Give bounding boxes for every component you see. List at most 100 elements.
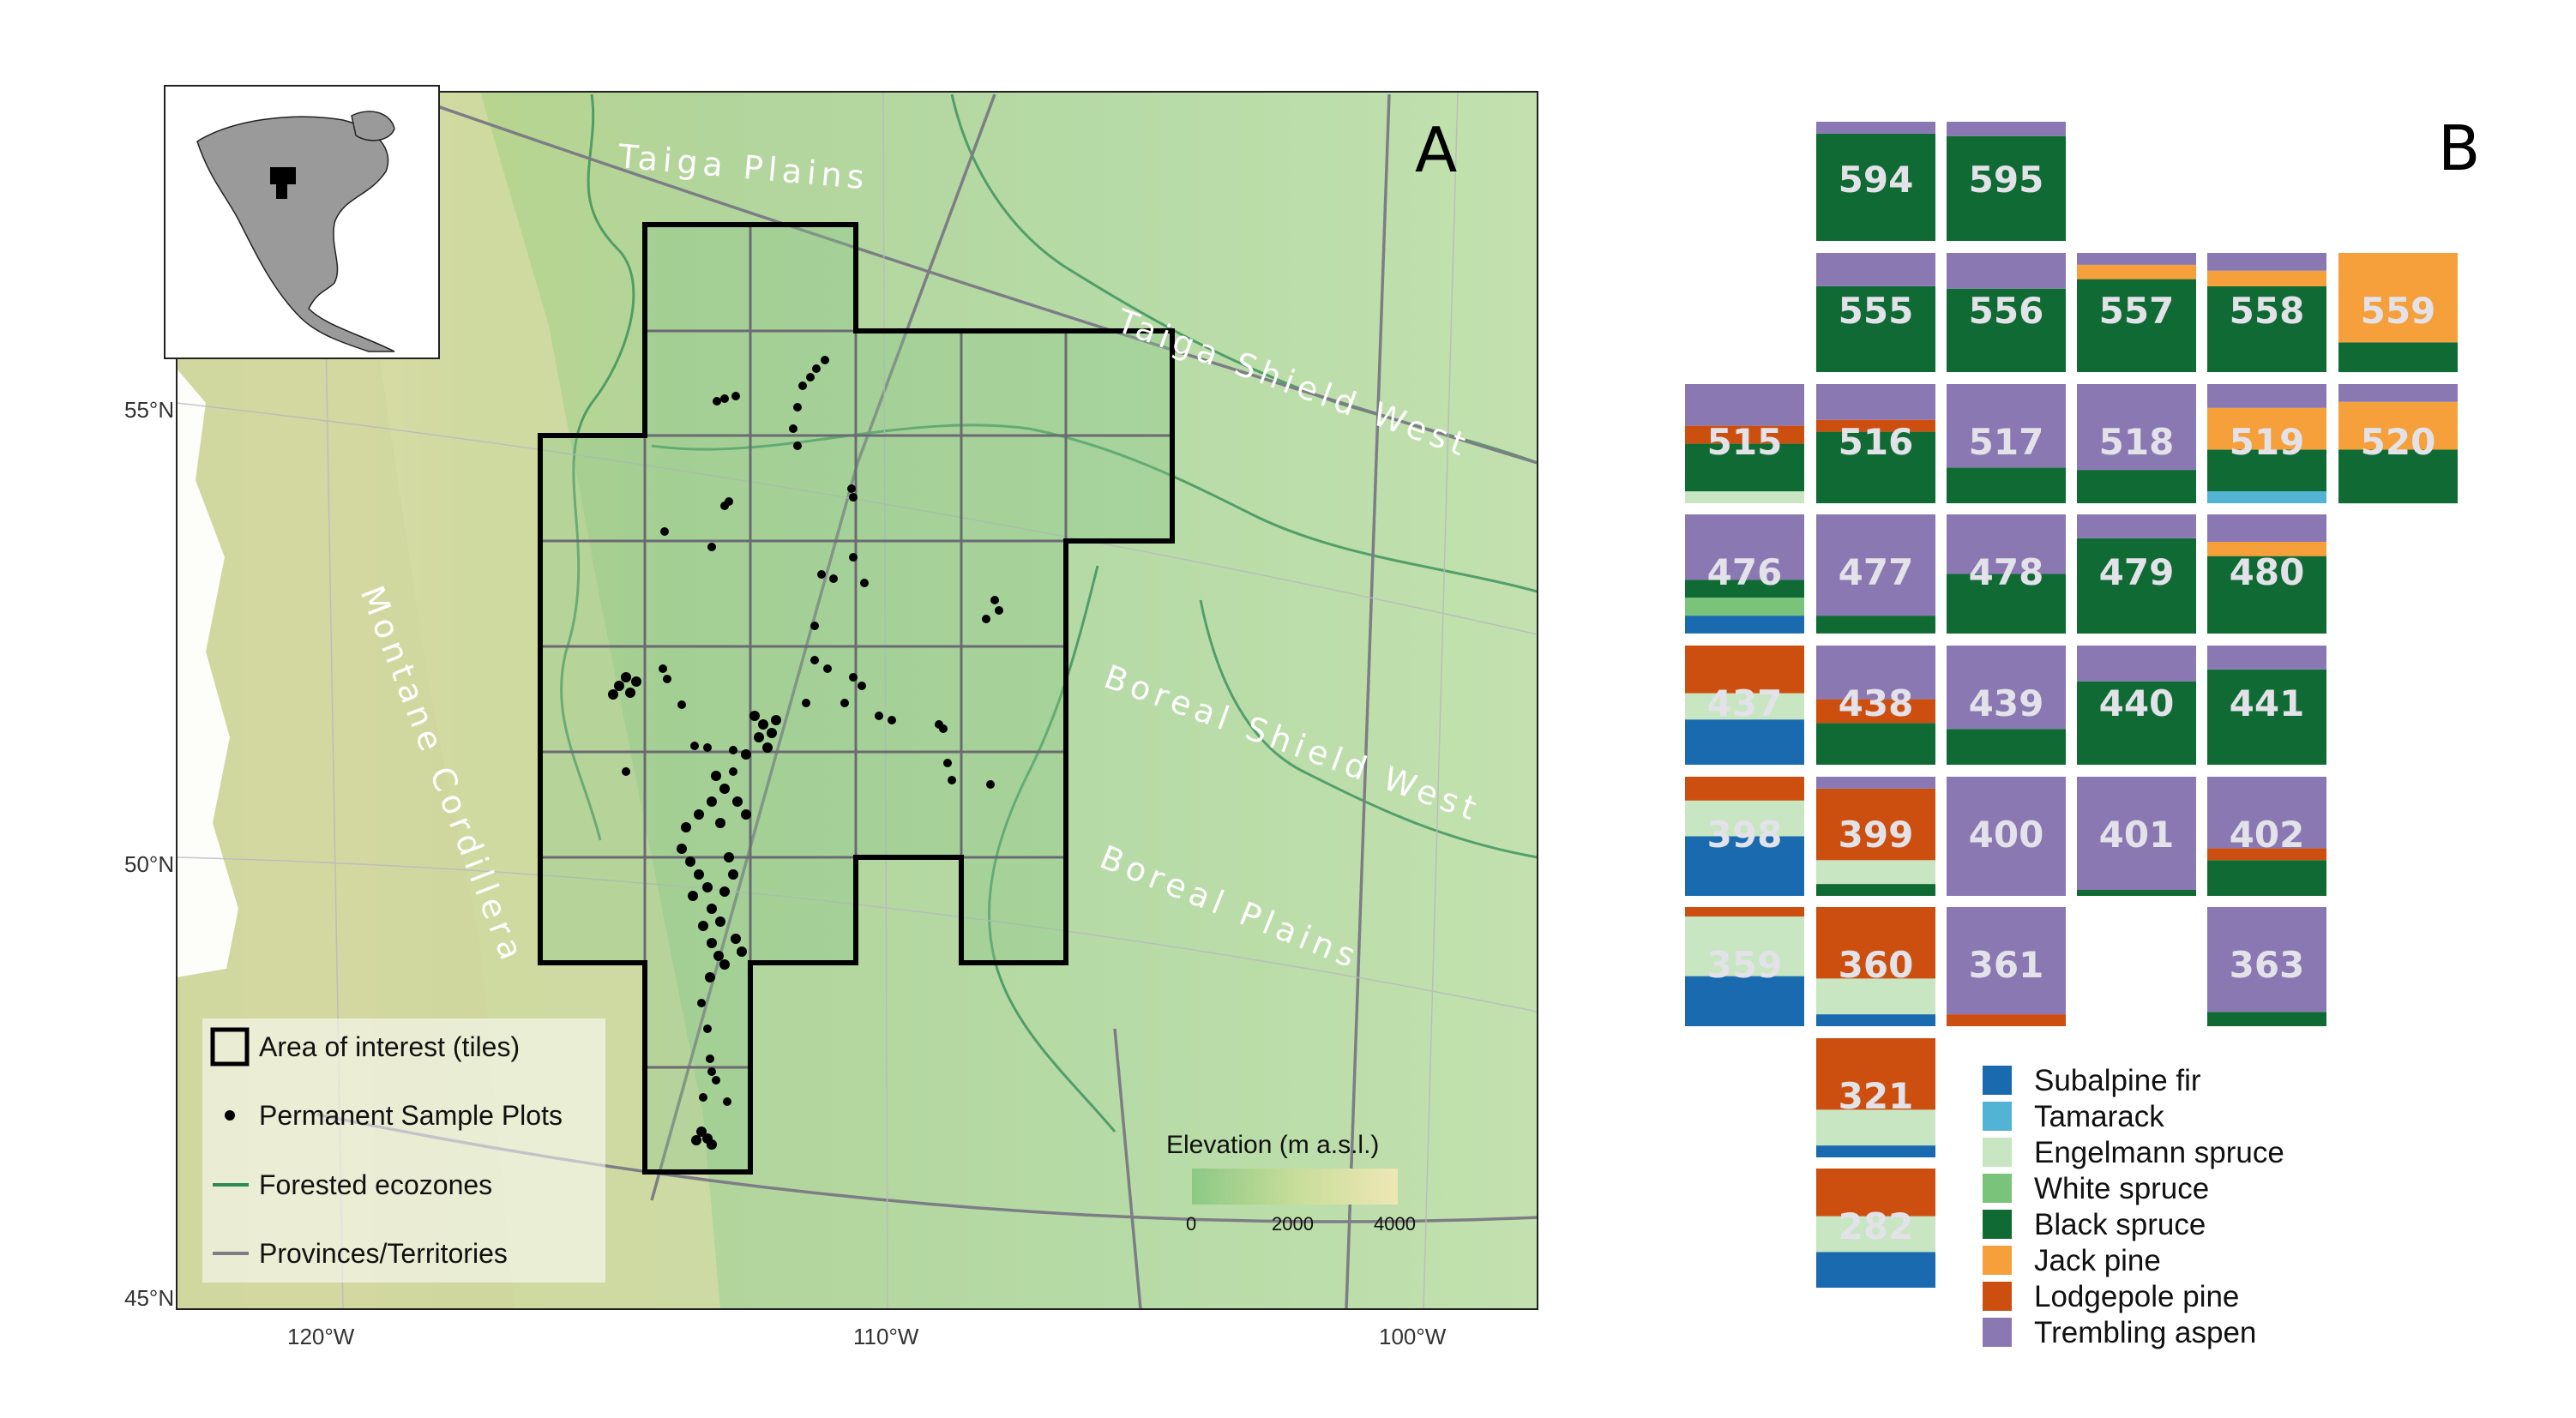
tile-594-segment-ta	[1816, 122, 1935, 134]
tile-517-segment-bs	[1947, 467, 2066, 503]
legend-swatch-engelmann-spruce	[1983, 1138, 2012, 1167]
legend-label-subalpine-fir: Subalpine fir	[2034, 1064, 2201, 1097]
tile-559-segment-bs	[2338, 342, 2458, 373]
map-panel: Taiga Plains Taiga Shield West Boreal Sh…	[124, 85, 1538, 1349]
tile-440: 440	[2077, 646, 2196, 765]
lat-label-50: 50°N	[124, 851, 174, 877]
tile-518: 518	[2077, 384, 2196, 503]
composition-panel: B 594 595 555 556 557 558 559 515 516 517 518 519 52…	[1685, 112, 2480, 1349]
elevation-title: Elevation (m a.s.l.)	[1166, 1131, 1379, 1159]
legend-swatch-trembling-aspen	[1983, 1318, 2012, 1347]
tile-359-segment-sf	[1685, 976, 1804, 1026]
tile-439-segment-bs	[1947, 729, 2066, 765]
legend-province-label: Provinces/Territories	[259, 1238, 508, 1269]
legend-label-trembling-aspen: Trembling aspen	[2034, 1316, 2256, 1349]
tile-480-segment-bs	[2207, 556, 2326, 634]
tile-402-segment-bs	[2207, 860, 2326, 896]
tile-label: 478	[1969, 551, 2044, 593]
tile-441-segment-bs	[2207, 669, 2326, 765]
legend-background	[202, 1018, 605, 1283]
tile-516-segment-ta	[1816, 384, 1935, 420]
tile-282-segment-lp	[1816, 1169, 1935, 1217]
tile-595-segment-bs	[1947, 135, 2066, 241]
sample-plots	[608, 356, 1003, 1150]
tile-grid	[540, 225, 1172, 1069]
tile-515-segment-lp	[1685, 425, 1804, 444]
tile-label: 438	[1839, 682, 1914, 724]
tile-557: 557	[2077, 253, 2196, 372]
tile-595-segment-ta	[1947, 122, 2066, 136]
tile-476-segment-bs	[1685, 580, 1804, 598]
tile-399-segment-es	[1816, 860, 1935, 885]
tile-400: 400	[1947, 777, 2066, 896]
legend-aoi-label: Area of interest (tiles)	[259, 1031, 520, 1062]
tile-556-segment-ta	[1947, 253, 2066, 289]
tile-515-segment-bs	[1685, 443, 1804, 492]
tile-321-segment-lp	[1816, 1038, 1935, 1110]
tile-401-segment-ta	[2077, 777, 2196, 890]
tile-438-segment-lp	[1816, 699, 1935, 724]
legend-label-engelmann-spruce: Engelmann spruce	[2034, 1136, 2284, 1169]
tile-282-segment-sf	[1816, 1252, 1935, 1288]
tile-440-segment-bs	[2077, 681, 2196, 765]
lat-label-45: 45°N	[124, 1285, 174, 1311]
tile-557-segment-bs	[2077, 279, 2196, 372]
tile-label: 476	[1707, 551, 1783, 593]
tile-321-segment-es	[1816, 1109, 1935, 1146]
tile-519-segment-ta	[2207, 384, 2326, 408]
tile-label: 555	[1839, 290, 1914, 332]
tile-360: 360	[1816, 907, 1935, 1026]
tile-515-segment-es	[1685, 491, 1804, 503]
tile-360-segment-lp	[1816, 907, 1935, 979]
lon-label-100: 100°W	[1379, 1324, 1447, 1349]
lon-label-110: 110°W	[853, 1324, 919, 1349]
tile-361: 361	[1947, 907, 2066, 1026]
psp-legend-swatch	[225, 1110, 235, 1121]
tile-label: 520	[2361, 421, 2436, 463]
elevation-tick-0: 0	[1186, 1213, 1196, 1235]
tile-label: 400	[1969, 814, 2044, 856]
tile-437-segment-lp	[1685, 646, 1804, 694]
tile-437-segment-sf	[1685, 719, 1804, 765]
greenland-icon	[351, 111, 395, 141]
tile-438-segment-bs	[1816, 723, 1935, 765]
tile-321: 321	[1816, 1038, 1935, 1157]
tile-480-segment-ta	[2207, 514, 2326, 542]
tile-478-segment-ta	[1947, 514, 2066, 574]
tile-359: 359	[1685, 907, 1804, 1026]
legend-swatch-white-spruce	[1983, 1174, 2012, 1203]
tile-520-segment-bs	[2338, 449, 2458, 504]
tile-515: 515	[1685, 384, 1804, 503]
tile-label: 440	[2099, 682, 2175, 724]
tile-399-segment-ta	[1816, 777, 1935, 789]
legend-label-white-spruce: White spruce	[2034, 1172, 2209, 1205]
tile-516: 516	[1816, 384, 1935, 503]
tile-519: 519	[2207, 384, 2326, 503]
tile-477-segment-ta	[1816, 514, 1935, 616]
mountain-belt-inner	[177, 92, 515, 1309]
tile-556-segment-bs	[1947, 288, 2066, 372]
tile-label: 518	[2099, 421, 2175, 463]
tile-441-segment-ta	[2207, 646, 2326, 670]
tile-399-segment-lp	[1816, 788, 1935, 861]
tile-517: 517	[1947, 384, 2066, 503]
tile-label: 439	[1969, 682, 2044, 724]
tile-363: 363	[2207, 907, 2326, 1026]
tile-398: 398	[1685, 777, 1804, 896]
aoi-outline	[538, 222, 1175, 1175]
legend-label-tamarack: Tamarack	[2034, 1100, 2164, 1133]
aoi-tiles	[538, 222, 1175, 1175]
tile-label: 595	[1969, 159, 2044, 201]
tile-477: 477	[1816, 514, 1935, 634]
tile-476-segment-sf	[1685, 616, 1804, 634]
tile-594-segment-bs	[1816, 133, 1935, 241]
tile-label: 477	[1839, 551, 1914, 593]
tile-515-segment-ta	[1685, 384, 1804, 426]
tile-label: 363	[2230, 944, 2305, 986]
elevation-tick-2000: 2000	[1272, 1213, 1314, 1235]
tile-555-segment-ta	[1816, 253, 1935, 286]
tile-label: 398	[1707, 814, 1783, 856]
tile-label: 399	[1839, 814, 1914, 856]
tile-476-segment-ta	[1685, 514, 1804, 580]
tile-437-segment-es	[1685, 693, 1804, 720]
